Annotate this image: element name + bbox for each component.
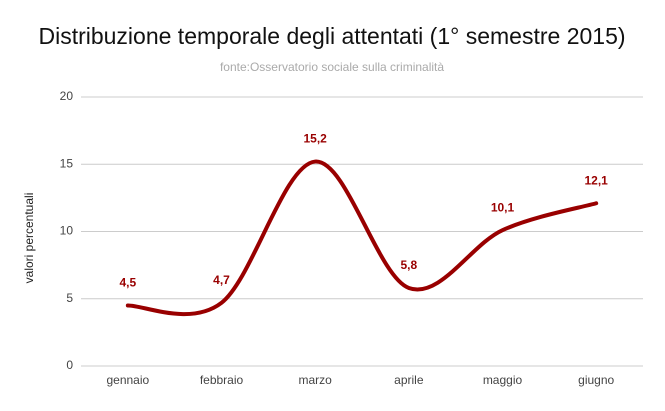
chart-subtitle: fonte:Osservatorio sociale sulla crimina… <box>220 60 444 74</box>
data-label: 10,1 <box>491 200 515 214</box>
x-tick-label: marzo <box>298 373 332 387</box>
data-label: 4,5 <box>119 276 136 290</box>
y-tick-label: 15 <box>60 156 74 170</box>
chart-title: Distribuzione temporale degli attentati … <box>38 23 625 49</box>
x-tick-label: giugno <box>578 373 614 387</box>
y-axis-label: valori percentuali <box>22 193 36 284</box>
y-tick-label: 0 <box>66 358 73 372</box>
y-tick-label: 10 <box>60 224 74 238</box>
x-tick-label: febbraio <box>200 373 244 387</box>
data-label: 12,1 <box>584 173 608 187</box>
data-label: 5,8 <box>400 258 417 272</box>
y-tick-label: 5 <box>66 291 73 305</box>
x-tick-label: gennaio <box>106 373 149 387</box>
data-label: 4,7 <box>213 273 230 287</box>
x-tick-label: maggio <box>483 373 523 387</box>
data-label: 15,2 <box>303 132 327 146</box>
y-tick-label: 20 <box>60 89 74 103</box>
data-line <box>125 159 599 317</box>
x-tick-label: aprile <box>394 373 424 387</box>
